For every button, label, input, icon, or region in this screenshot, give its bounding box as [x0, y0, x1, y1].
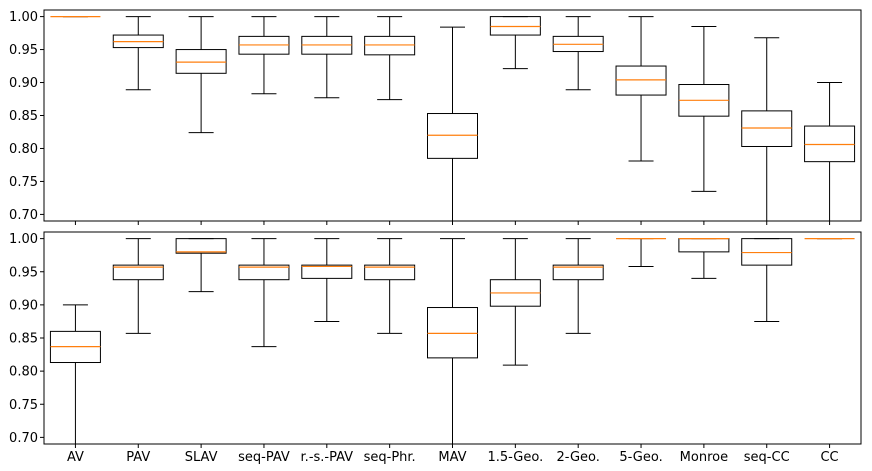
iqr-box — [175, 238, 227, 254]
iqr-box — [364, 35, 416, 56]
iqr-box — [552, 264, 604, 281]
x-tick-label: 5-Geo. — [619, 450, 662, 465]
box-2-Geo. — [552, 238, 604, 334]
box-5-Geo. — [615, 16, 667, 162]
y-tick-label: 0.90 — [9, 298, 38, 313]
iqr-box — [615, 65, 667, 96]
box-2-Geo. — [552, 16, 604, 91]
y-tick-label: 0.75 — [9, 175, 38, 190]
x-tick-label: seq-Phr. — [364, 450, 416, 465]
iqr-box — [427, 307, 478, 359]
x-tick-label: SLAV — [185, 450, 218, 465]
axes-frame — [43, 9, 862, 222]
box-seq-Phr. — [364, 238, 416, 334]
box-PAV — [112, 16, 164, 91]
box-Monroe — [678, 238, 730, 279]
iqr-box — [112, 264, 164, 281]
y-tick-label: 1.00 — [9, 232, 38, 247]
box-r.-s.-PAV — [301, 16, 353, 99]
x-tick-label: seq-PAV — [238, 450, 290, 465]
y-tick-label: 0.70 — [9, 431, 38, 446]
x-tick-label: PAV — [126, 450, 150, 465]
box-MAV — [427, 26, 478, 221]
box-SLAV — [175, 16, 227, 134]
iqr-box — [741, 238, 793, 266]
y-tick-label: 0.80 — [9, 142, 38, 157]
box-seq-PAV — [238, 238, 290, 348]
box-seq-CC — [741, 37, 793, 221]
y-tick-label: 0.85 — [9, 109, 38, 124]
box-1.5-Geo. — [489, 238, 541, 366]
x-tick-label: 2-Geo. — [557, 450, 600, 465]
bottom-panel: 0.70 0.75 0.80 0.85 0.90 0.95 1.00 AV PAV SLAV seq… — [9, 231, 862, 465]
box-Monroe — [678, 25, 730, 192]
y-tick-label: 0.80 — [9, 365, 38, 380]
iqr-box — [804, 125, 856, 163]
iqr-box — [301, 264, 353, 279]
box-series — [49, 238, 855, 444]
box-seq-Phr. — [364, 16, 416, 101]
box-series — [50, 15, 856, 221]
iqr-box — [427, 113, 478, 159]
iqr-box — [741, 110, 793, 147]
iqr-box — [238, 264, 290, 281]
x-tick-label: Monroe — [680, 450, 728, 465]
box-PAV — [112, 238, 164, 334]
iqr-box — [489, 16, 541, 36]
x-tick-label: seq-CC — [744, 450, 790, 465]
box-AV — [49, 304, 101, 444]
y-tick-label: 0.95 — [9, 43, 38, 58]
box-5-Geo. — [616, 238, 667, 267]
y-tick-label: 0.85 — [9, 332, 38, 347]
axes-frame — [43, 231, 862, 445]
x-tick-label: CC — [820, 450, 838, 465]
y-tick-label: 0.95 — [9, 265, 38, 280]
iqr-box — [678, 238, 730, 253]
x-tick-label: r.-s.-PAV — [301, 450, 354, 465]
x-tick-label: MAV — [438, 450, 466, 465]
iqr-box — [364, 264, 416, 281]
y-tick-label: 0.70 — [9, 208, 38, 223]
iqr-box — [175, 49, 227, 74]
y-tick-label: 0.90 — [9, 76, 38, 91]
x-tick-label: AV — [67, 450, 84, 465]
box-r.-s.-PAV — [301, 238, 353, 322]
y-tick-label: 0.75 — [9, 398, 38, 413]
box-MAV — [427, 238, 478, 444]
top-panel: 0.70 0.75 0.80 0.85 0.90 0.95 1.00 — [9, 9, 862, 225]
y-tick-label: 1.00 — [9, 10, 38, 25]
box-seq-PAV — [238, 16, 290, 95]
box-seq-CC — [741, 238, 793, 322]
x-tick-label: 1.5-Geo. — [487, 450, 543, 465]
box-CC — [804, 82, 856, 221]
box-1.5-Geo. — [489, 16, 541, 70]
box-SLAV — [175, 238, 227, 293]
